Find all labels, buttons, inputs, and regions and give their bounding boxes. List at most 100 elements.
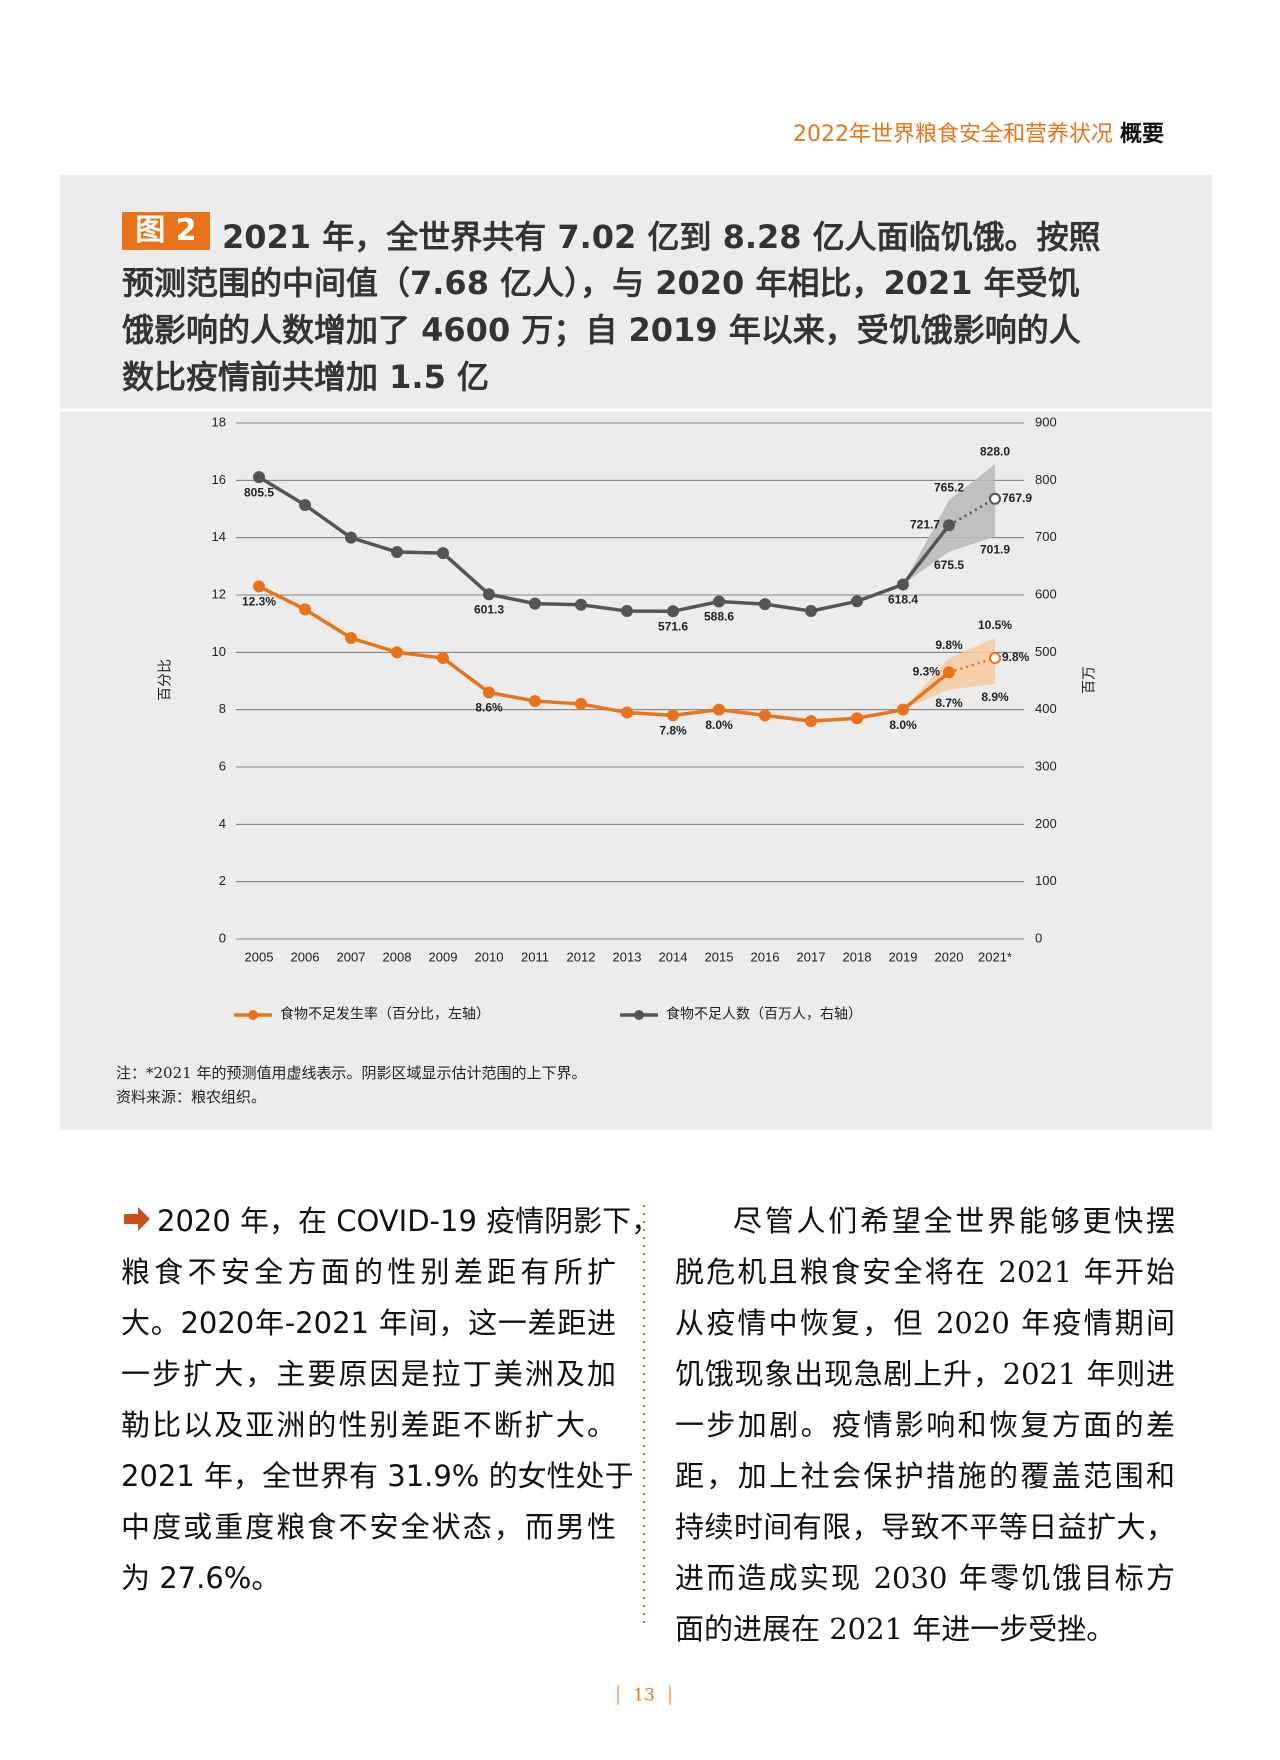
y-tick-label: 10 (212, 644, 226, 659)
data-point (805, 715, 817, 728)
data-label: 588.6 (704, 610, 734, 624)
x-tick-label: 2017 (797, 949, 826, 964)
text-line: 饥饿现象出现急剧上升，2021 年则进 (675, 1357, 1175, 1391)
x-tick-label: 2019 (889, 949, 918, 964)
data-label: 8.0% (889, 718, 917, 732)
text-line: 勒比以及亚洲的性别差距不断扩大。 (121, 1408, 616, 1442)
page-number: 13 (633, 1686, 655, 1706)
text-line: 为 27.6%。 (121, 1561, 281, 1595)
figure-title-line: 数比疫情前共增加 1.5 亿 (122, 358, 489, 396)
range-label: 701.9 (980, 543, 1010, 557)
data-point (253, 580, 265, 593)
x-tick-label: 2009 (429, 949, 458, 964)
text-line: 中度或重度粮食不安全状态，而男性 (121, 1510, 616, 1544)
data-point (529, 597, 541, 610)
legend-swatch (248, 1010, 258, 1020)
x-tick-label: 2014 (659, 949, 688, 964)
data-point (621, 605, 633, 618)
y-tick-label: 16 (212, 472, 226, 487)
x-tick-label: 2007 (337, 949, 366, 964)
x-tick-label: 2012 (567, 949, 596, 964)
data-point (437, 652, 449, 665)
text-line: 面的进展在 2021 年进一步受挫。 (675, 1612, 1116, 1646)
y2-tick-label: 100 (1035, 873, 1057, 888)
x-tick-label: 2021* (978, 949, 1012, 964)
y2-tick-label: 200 (1035, 816, 1057, 831)
data-point (897, 578, 909, 591)
y-tick-label: 8 (219, 701, 226, 716)
series-line (258, 584, 951, 723)
y2-axis-label: 百万 (1081, 666, 1097, 694)
x-tick-label: 2006 (291, 949, 320, 964)
y-tick-label: 0 (219, 930, 226, 945)
data-point (851, 712, 863, 725)
data-point (943, 666, 955, 679)
data-point (575, 598, 587, 611)
range-label: 765.2 (934, 480, 964, 494)
text-line: 2020 年，在 COVID-19 疫情阴影下， (157, 1204, 661, 1238)
data-label: 7.8% (659, 724, 687, 738)
text-line: 粮食不安全方面的性别差距有所扩 (121, 1255, 616, 1289)
data-point (713, 595, 725, 608)
y-tick-label: 12 (212, 586, 226, 601)
legend-label: 食物不足人数（百万人，右轴） (666, 1006, 862, 1022)
data-label: 618.4 (888, 593, 918, 607)
data-point (759, 598, 771, 611)
data-point (345, 531, 357, 544)
data-point (529, 695, 541, 708)
arrow-icon (124, 1207, 150, 1231)
range-label: 8.7% (935, 696, 963, 710)
header-box (1060, 113, 1170, 149)
x-tick-label: 2015 (705, 949, 734, 964)
data-label: 12.3% (242, 595, 276, 609)
text-line: 持续时间有限，导致不平等日益扩大， (675, 1510, 1175, 1544)
data-point (943, 519, 955, 532)
x-tick-label: 2008 (383, 949, 412, 964)
y2-tick-label: 700 (1035, 529, 1057, 544)
data-label: 571.6 (658, 619, 688, 633)
data-label: 767.9 (1002, 491, 1032, 505)
text-line: 一步加剧。疫情影响和恢复方面的差 (675, 1408, 1175, 1442)
data-point (897, 703, 909, 716)
data-point (989, 492, 1001, 505)
text-line: 从疫情中恢复，但 2020 年疫情期间 (675, 1306, 1175, 1340)
y-tick-label: 6 (219, 758, 226, 773)
data-point (575, 697, 587, 710)
figure-label-box (122, 212, 210, 250)
data-point (299, 603, 311, 616)
data-label: 8.6% (475, 701, 503, 715)
range-label: 675.5 (934, 558, 964, 572)
header-section: 概要 (1119, 122, 1164, 147)
text-line: 大。2020年-2021 年间，这一差距进 (121, 1306, 616, 1340)
data-label: 8.0% (705, 718, 733, 732)
figure-label: 图 2 (135, 213, 197, 248)
y2-tick-label: 500 (1035, 644, 1057, 659)
range-label: 828.0 (980, 444, 1010, 458)
y-tick-label: 18 (212, 414, 226, 429)
figure-title-line: 预测范围的中间值（7.68 亿人），与 2020 年相比，2021 年受饥 (122, 264, 1080, 302)
y2-tick-label: 300 (1035, 758, 1057, 773)
data-label: 721.7 (910, 517, 940, 531)
y-axis-label: 百分比 (157, 659, 173, 701)
range-label: 9.8% (935, 638, 963, 652)
data-label: 9.3% (913, 665, 941, 679)
data-point (667, 605, 679, 618)
figure-source: 资料来源：粮农组织。 (116, 1088, 267, 1106)
data-point (299, 498, 311, 511)
y2-tick-label: 400 (1035, 701, 1057, 716)
x-tick-label: 2020 (935, 949, 964, 964)
data-point (989, 652, 1001, 665)
y-tick-label: 4 (219, 816, 226, 831)
y-tick-label: 2 (219, 873, 226, 888)
data-point (483, 588, 495, 601)
data-label: 601.3 (474, 602, 504, 616)
x-tick-label: 2011 (521, 949, 549, 964)
x-tick-label: 2010 (475, 949, 504, 964)
series-line (258, 475, 951, 614)
data-point (391, 546, 403, 558)
data-point (437, 547, 449, 560)
data-point (713, 703, 725, 716)
x-tick-label: 2016 (751, 949, 780, 964)
